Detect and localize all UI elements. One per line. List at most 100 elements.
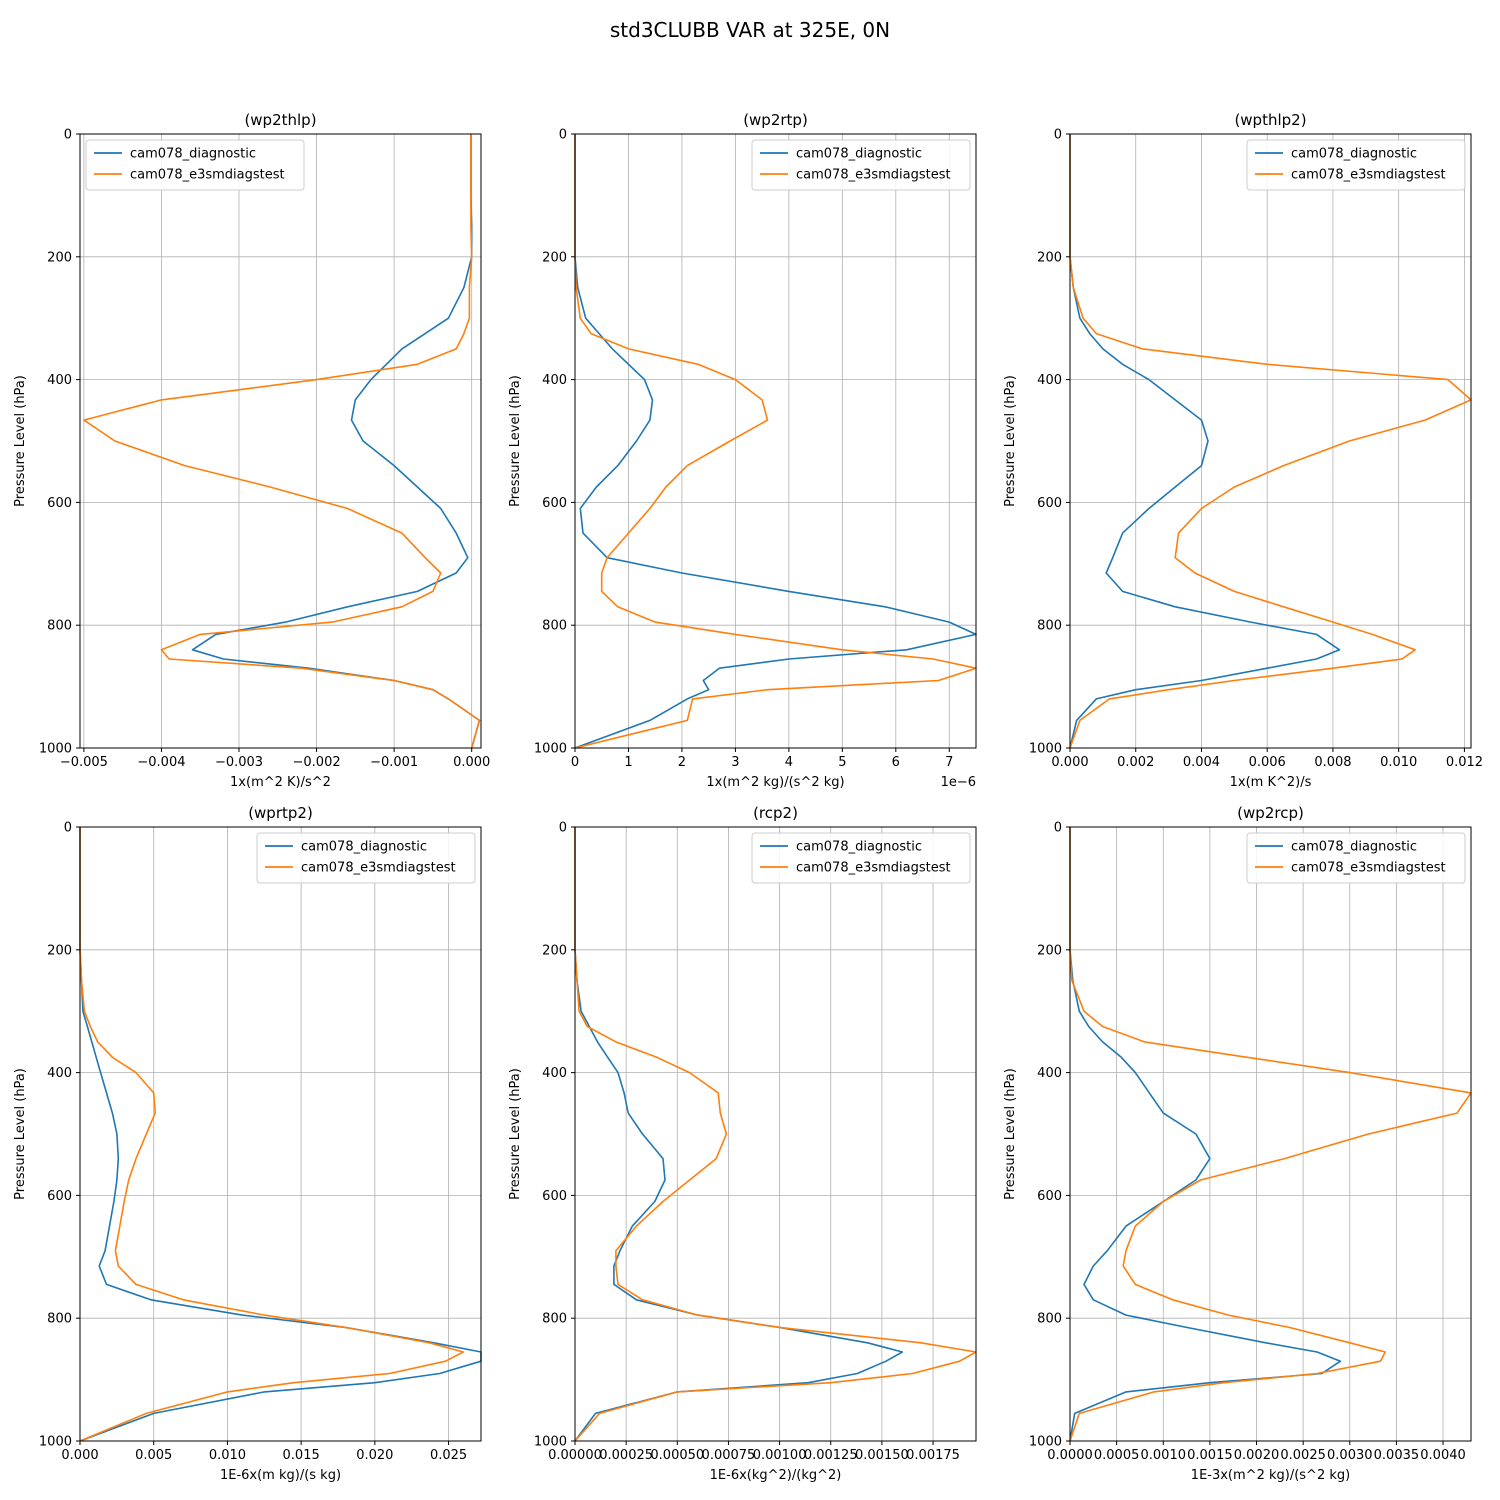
y-tick-label: 200	[542, 943, 567, 958]
x-tick-label: 0.010	[1380, 755, 1417, 770]
figure-title: std3CLUBB VAR at 325E, 0N	[610, 18, 890, 42]
chart-title: (wprtp2)	[248, 804, 313, 822]
chart-title: (wpthlp2)	[1234, 111, 1306, 129]
y-tick-label: 200	[542, 250, 567, 265]
legend: cam078_diagnostic cam078_e3smdiagstest	[85, 139, 305, 191]
axes-frame	[1069, 826, 1472, 1442]
axes-frame	[79, 133, 482, 749]
chart-panel: 0 1 2 3 4 5 6 7 0 200 400 600 800 1000 (wp2rtp) 1x(m^2 …	[508, 111, 977, 790]
x-tick-label: 0.00100	[753, 1448, 807, 1463]
y-tick-label: 0	[559, 821, 567, 836]
x-tick-label: 2	[678, 755, 686, 770]
axes-frame	[574, 826, 977, 1442]
x-tick-label: −0.004	[137, 755, 185, 770]
y-tick-label: 200	[1037, 943, 1062, 958]
y-tick-label: 600	[542, 1189, 567, 1204]
axes-frame	[79, 826, 482, 1442]
x-tick-label: 0.0040	[1420, 1448, 1466, 1463]
series-line-cam078-e3smdiagstest	[1069, 134, 1472, 749]
legend-entry-label: cam078_e3smdiagstest	[301, 861, 456, 876]
x-tick-label: −0.002	[293, 755, 341, 770]
x-tick-label: 0.00025	[599, 1448, 653, 1463]
x-tick-label: 0.004	[1183, 755, 1220, 770]
y-tick-label: 200	[47, 250, 72, 265]
y-tick-label: 800	[542, 619, 567, 634]
y-tick-label: 400	[1037, 1066, 1062, 1081]
legend: cam078_diagnostic cam078_e3smdiagstest	[1246, 832, 1466, 884]
legend-entry-label: cam078_diagnostic	[796, 840, 922, 855]
y-tick-label: 200	[47, 943, 72, 958]
legend: cam078_diagnostic cam078_e3smdiagstest	[256, 832, 476, 884]
x-tick-label: 1	[624, 755, 632, 770]
series-line-cam078-e3smdiagstest	[83, 134, 481, 749]
y-tick-label: 600	[1037, 1189, 1062, 1204]
legend-entry-label: cam078_e3smdiagstest	[796, 168, 951, 183]
x-tick-label: 5	[838, 755, 846, 770]
x-tick-label: 0.006	[1249, 755, 1286, 770]
x-tick-label: 0.000	[1051, 755, 1088, 770]
x-tick-label: −0.001	[370, 755, 418, 770]
x-tick-label: 0.010	[209, 1448, 246, 1463]
x-tick-label: 0.00000	[548, 1448, 602, 1463]
x-tick-label: 0.0010	[1141, 1448, 1187, 1463]
y-axis-label: Pressure Level (hPa)	[508, 1068, 523, 1200]
x-tick-label: 0.002	[1117, 755, 1154, 770]
x-tick-label: 0	[571, 755, 579, 770]
y-tick-label: 0	[64, 821, 72, 836]
y-tick-label: 800	[1037, 1312, 1062, 1327]
x-tick-label: 0.025	[430, 1448, 467, 1463]
axes-frame	[574, 133, 977, 749]
x-axis-label: 1x(m K^2)/s	[1230, 775, 1312, 790]
x-tick-label: 0.0030	[1327, 1448, 1373, 1463]
legend-entry-label: cam078_e3smdiagstest	[796, 861, 951, 876]
x-tick-label: 0.0000	[1047, 1448, 1093, 1463]
y-tick-label: 1000	[534, 742, 567, 757]
chart-title: (wp2rtp)	[743, 111, 808, 129]
x-axis-label: 1x(m^2 K)/s^2	[230, 775, 331, 790]
x-axis-label: 1E-6x(kg^2)/(kg^2)	[710, 1468, 842, 1483]
x-tick-label: 0.005	[135, 1448, 172, 1463]
legend-box	[1246, 832, 1466, 884]
legend-entry-label: cam078_e3smdiagstest	[130, 168, 285, 183]
legend-entry-label: cam078_diagnostic	[130, 147, 256, 162]
y-tick-label: 1000	[1029, 742, 1062, 757]
y-tick-label: 600	[542, 496, 567, 511]
x-tick-label: 0.00075	[702, 1448, 756, 1463]
x-tick-label: −0.003	[215, 755, 263, 770]
y-tick-label: 600	[47, 496, 72, 511]
legend-entry-label: cam078_e3smdiagstest	[1291, 861, 1446, 876]
legend-box	[85, 139, 305, 191]
y-tick-label: 0	[64, 128, 72, 143]
y-tick-label: 800	[47, 1312, 72, 1327]
legend-box	[256, 832, 476, 884]
legend-box	[751, 139, 971, 191]
x-offset-label: 1e−6	[941, 775, 976, 790]
y-axis-label: Pressure Level (hPa)	[508, 375, 523, 507]
legend: cam078_diagnostic cam078_e3smdiagstest	[1246, 139, 1466, 191]
y-tick-label: 600	[1037, 496, 1062, 511]
x-axis-label: 1E-3x(m^2 kg)/(s^2 kg)	[1191, 1468, 1350, 1483]
y-axis-label: Pressure Level (hPa)	[13, 1068, 28, 1200]
y-tick-label: 600	[47, 1189, 72, 1204]
y-tick-label: 800	[542, 1312, 567, 1327]
x-tick-label: 0.0015	[1187, 1448, 1233, 1463]
y-tick-label: 1000	[1029, 1435, 1062, 1450]
legend-entry-label: cam078_diagnostic	[1291, 840, 1417, 855]
y-tick-label: 0	[559, 128, 567, 143]
x-tick-label: 6	[892, 755, 900, 770]
x-tick-label: 7	[945, 755, 953, 770]
x-tick-label: 0.00050	[650, 1448, 704, 1463]
x-tick-label: 0.00125	[804, 1448, 858, 1463]
x-tick-label: 0.0005	[1094, 1448, 1140, 1463]
y-tick-label: 0	[1054, 128, 1062, 143]
chart-panel: 0.0000 0.0005 0.0010 0.0015 0.0020 0.0025 0.00…	[1003, 804, 1472, 1483]
x-tick-label: 0.0035	[1374, 1448, 1420, 1463]
y-tick-label: 400	[542, 1066, 567, 1081]
series-line-cam078-diagnostic	[191, 134, 481, 749]
x-tick-label: −0.005	[60, 755, 108, 770]
y-tick-label: 800	[1037, 619, 1062, 634]
y-tick-label: 400	[47, 1066, 72, 1081]
chart-panel: −0.005 −0.004 −0.003 −0.002 −0.001 0.000 0 200 4…	[13, 111, 490, 790]
